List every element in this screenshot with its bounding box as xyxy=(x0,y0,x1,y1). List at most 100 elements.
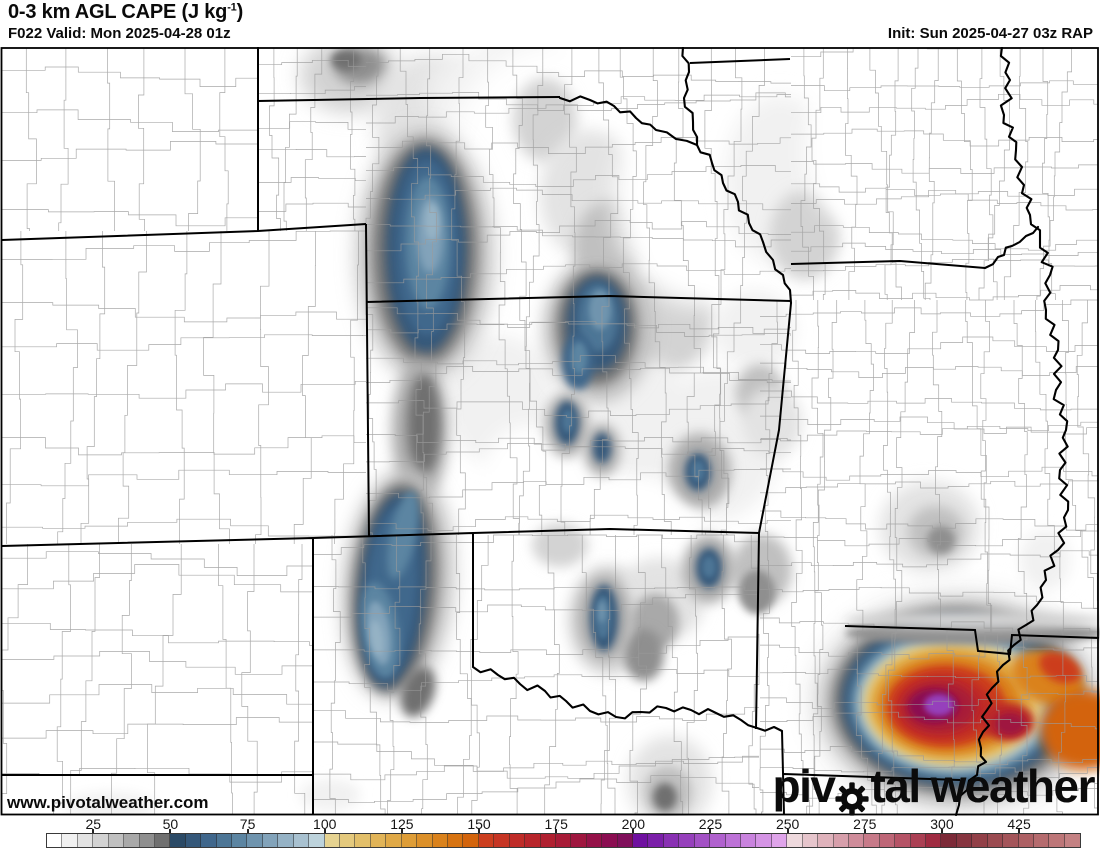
colorbar-cell xyxy=(463,834,479,847)
colorbar-label: 125 xyxy=(390,816,414,832)
colorbar-label: 100 xyxy=(313,816,337,832)
colorbar-tick xyxy=(246,829,249,833)
colorbar-cell xyxy=(278,834,294,847)
colorbar-cell xyxy=(802,834,819,847)
watermark: www.pivotalweather.com xyxy=(7,793,209,812)
colorbar-tick xyxy=(709,829,712,833)
colorbar-cell xyxy=(555,834,572,847)
weather-map: www.pivotalweather.com piv tal weather xyxy=(0,32,1100,828)
colorbar-cell xyxy=(494,834,510,847)
colorbar-cell xyxy=(879,834,896,847)
valid-time-label: F022 Valid: Mon 2025-04-28 01z xyxy=(8,25,231,42)
colorbar-cell xyxy=(771,834,788,847)
colorbar-cell xyxy=(170,834,186,847)
colorbar-cell xyxy=(756,834,772,847)
colorbar-cell xyxy=(972,834,988,847)
cape-map-svg xyxy=(0,32,1100,828)
colorbar-cell xyxy=(725,834,741,847)
colorbar-cell xyxy=(648,834,664,847)
colorbar-cell xyxy=(432,834,448,847)
colorbar-cell xyxy=(1034,834,1050,847)
colorbar-cell xyxy=(401,834,418,847)
superscript-exponent: -1 xyxy=(227,1,237,14)
gear-icon xyxy=(835,773,870,827)
colorbar-label: 175 xyxy=(544,816,568,832)
colorbar-cell xyxy=(417,834,433,847)
logo-text-piv: piv xyxy=(772,760,835,812)
colorbar-label: 75 xyxy=(239,816,256,832)
colorbar-cell xyxy=(941,834,957,847)
colorbar-cell xyxy=(509,834,526,847)
cape-shading xyxy=(65,32,1100,828)
state-borders xyxy=(1,47,1100,816)
header: 0-3 km AGL CAPE (J kg-1) F022 Valid: Mon… xyxy=(0,0,1100,47)
colorbar-cell xyxy=(679,834,695,847)
colorbar: 25 50 75 100 125 150 175 200 225 250 275 300 425 xyxy=(0,816,1100,850)
colorbar-cell xyxy=(370,834,387,847)
river-borders xyxy=(471,45,1070,817)
colorbar-cell xyxy=(1003,834,1019,847)
colorbar-cell xyxy=(93,834,109,847)
colorbar-cell xyxy=(540,834,556,847)
init-time-label: Init: Sun 2025-04-27 03z RAP xyxy=(887,25,1093,42)
page-title: 0-3 km AGL CAPE (J kg-1) xyxy=(8,1,244,23)
colorbar-tick xyxy=(863,829,866,833)
colorbar-label: 300 xyxy=(930,816,954,832)
colorbar-cell xyxy=(340,834,356,847)
colorbar-cell xyxy=(833,834,849,847)
colorbar-cell xyxy=(77,834,94,847)
colorbar-cell xyxy=(478,834,495,847)
colorbar-cell xyxy=(787,834,803,847)
colorbar-tick xyxy=(169,829,172,833)
colorbar-cell xyxy=(1064,834,1081,847)
colorbar-cell xyxy=(1049,834,1065,847)
colorbar-tick xyxy=(555,829,558,833)
colorbar-cell xyxy=(848,834,865,847)
colorbar-label: 25 xyxy=(85,816,102,832)
colorbar-label: 425 xyxy=(1007,816,1031,832)
logo-text-weather: weather xyxy=(930,760,1096,812)
colorbar-cell xyxy=(216,834,233,847)
colorbar-label: 275 xyxy=(853,816,877,832)
colorbar-tick xyxy=(786,829,789,833)
colorbar-cell xyxy=(633,834,649,847)
colorbar-tick xyxy=(940,829,943,833)
pivotal-weather-logo: piv tal weather xyxy=(772,759,1096,827)
colorbar-label: 200 xyxy=(621,816,646,832)
county-lines xyxy=(1,47,1099,815)
map-frame xyxy=(0,47,1099,816)
colorbar-cell xyxy=(571,834,587,847)
colorbar-cells xyxy=(46,833,1082,848)
colorbar-label: 250 xyxy=(775,816,800,832)
colorbar-tick xyxy=(92,829,95,833)
colorbar-cell xyxy=(139,834,155,847)
colorbar-cell xyxy=(864,834,880,847)
colorbar-tick xyxy=(400,829,403,833)
colorbar-cell xyxy=(710,834,726,847)
colorbar-cell xyxy=(895,834,911,847)
colorbar-cell xyxy=(602,834,618,847)
colorbar-cell xyxy=(247,834,263,847)
colorbar-tick xyxy=(1018,829,1021,833)
colorbar-cell xyxy=(62,834,78,847)
colorbar-cell xyxy=(910,834,927,847)
colorbar-cell xyxy=(108,834,125,847)
colorbar-label: 50 xyxy=(162,816,179,832)
colorbar-cell xyxy=(185,834,202,847)
colorbar-cell xyxy=(1018,834,1034,847)
colorbar-cell xyxy=(694,834,711,847)
colorbar-cell xyxy=(232,834,248,847)
colorbar-cell xyxy=(926,834,942,847)
colorbar-cell xyxy=(154,834,171,847)
colorbar-cell xyxy=(525,834,541,847)
colorbar-tick xyxy=(478,829,481,833)
colorbar-cell xyxy=(355,834,371,847)
colorbar-cell xyxy=(447,834,464,847)
colorbar-cell xyxy=(386,834,402,847)
colorbar-cell xyxy=(309,834,325,847)
colorbar-cell xyxy=(293,834,310,847)
colorbar-cell xyxy=(201,834,217,847)
colorbar-cell xyxy=(617,834,634,847)
colorbar-cell xyxy=(663,834,680,847)
